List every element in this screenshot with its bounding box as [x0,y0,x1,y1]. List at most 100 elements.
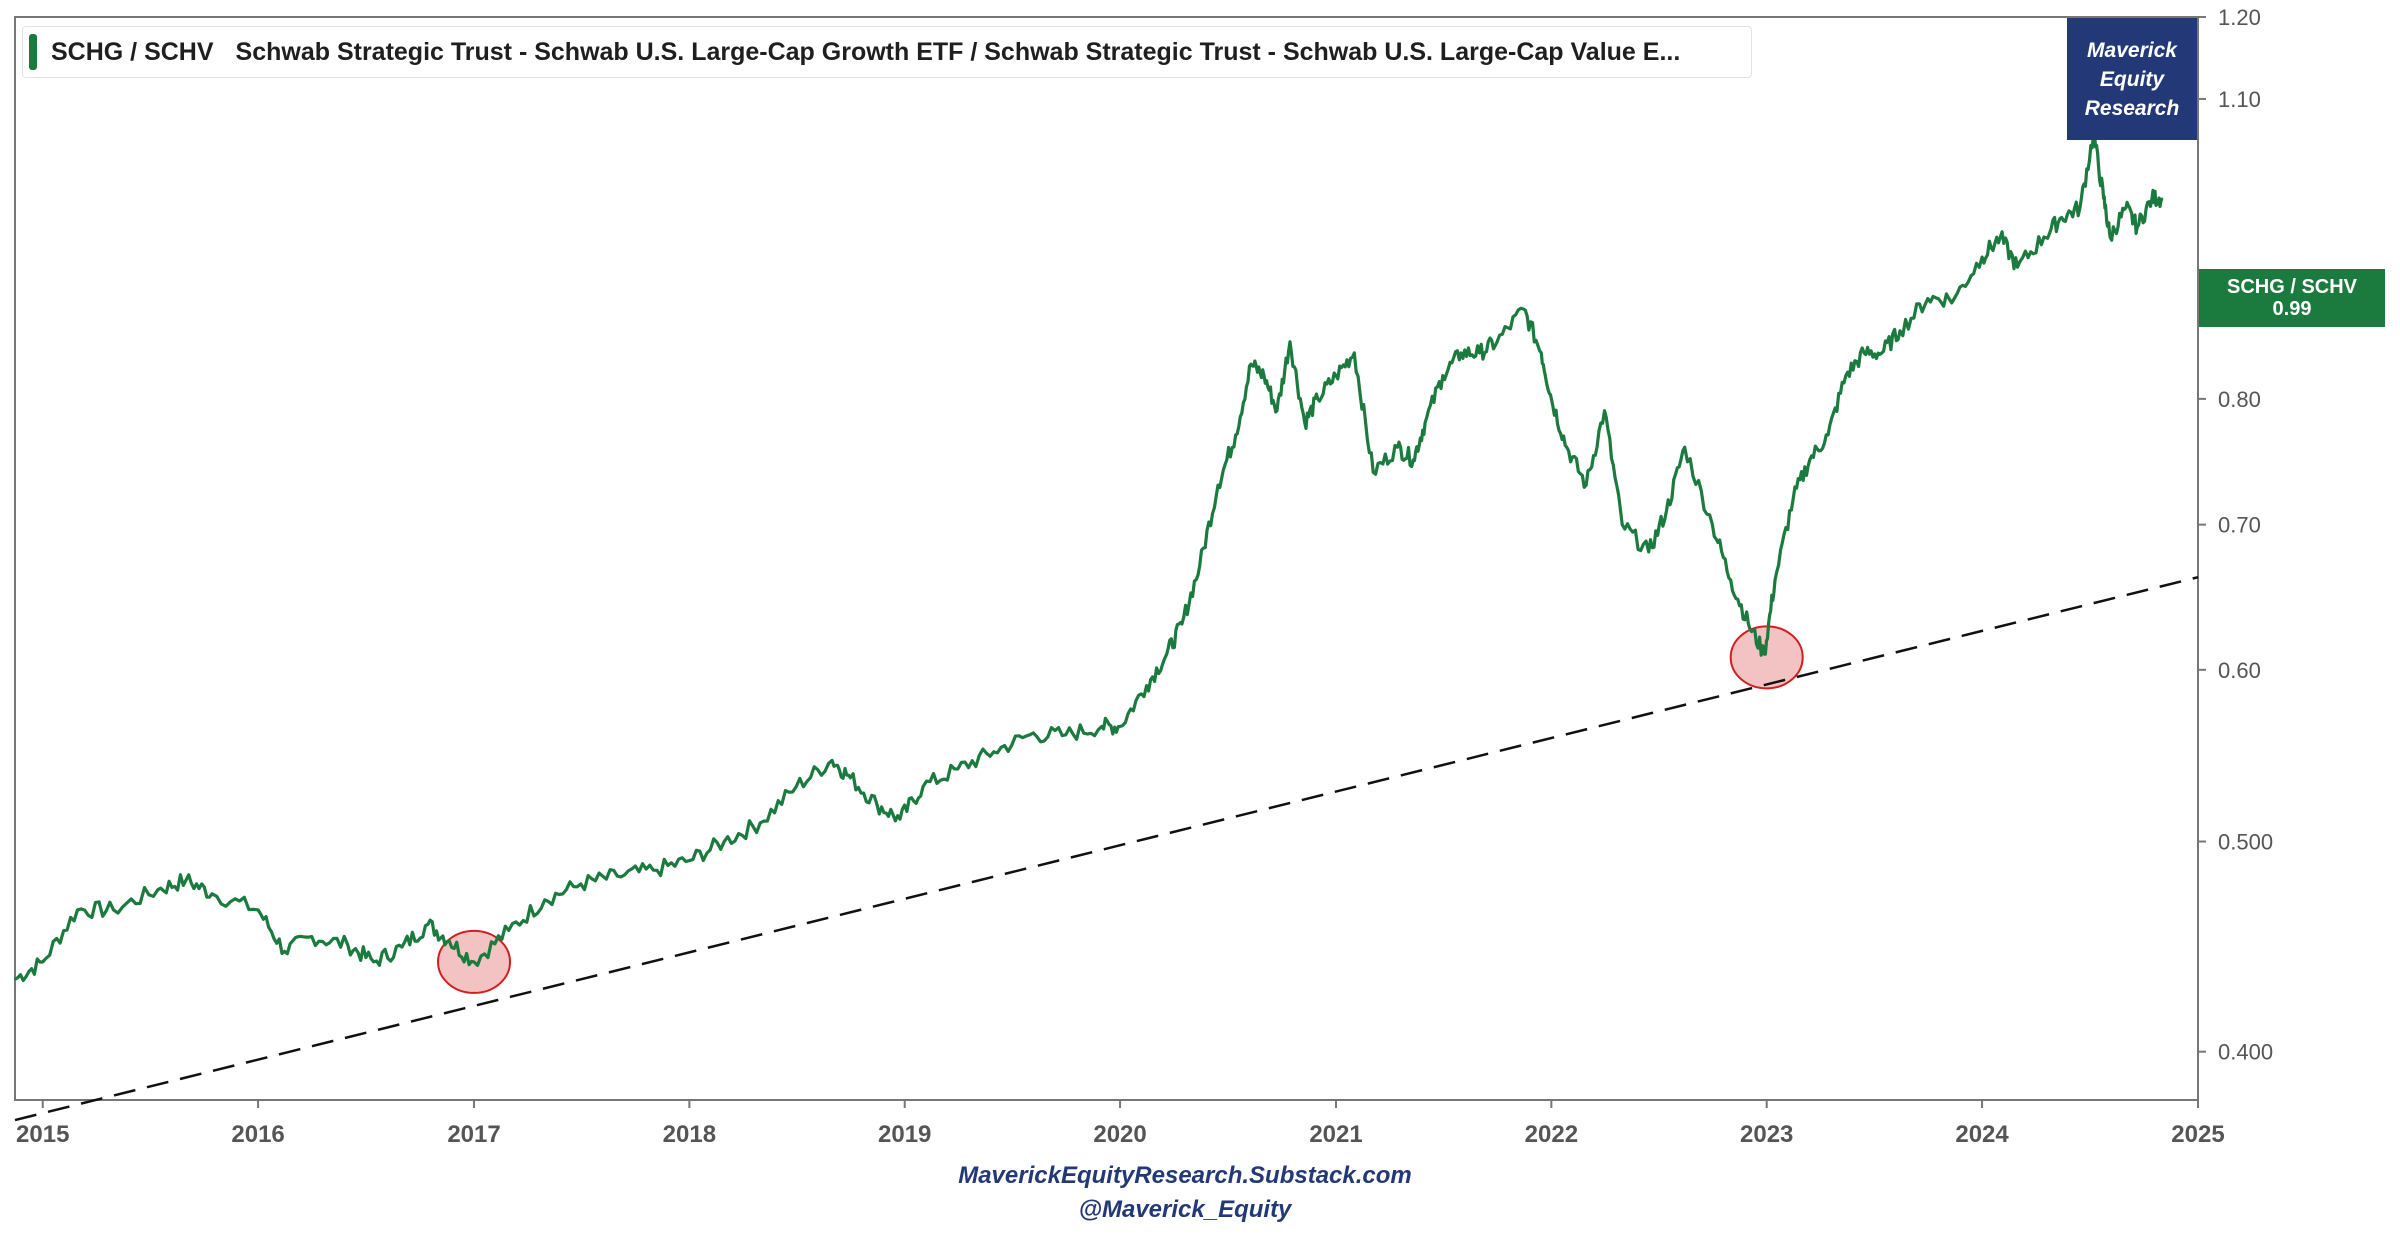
y-tick-label: 1.10 [2218,87,2261,112]
logo-line-2: Equity [2099,67,2165,91]
series-point [2102,197,2105,199]
logo-line-3: Research [2084,96,2180,120]
series-point [2161,197,2163,199]
legend-swatch [29,34,37,70]
series-point [922,785,924,788]
series-point [1064,733,1067,736]
logo-line-1: Maverick [2087,38,2177,62]
y-tick-label: 1.20 [2218,5,2261,30]
series-point [1263,374,1265,377]
series-point [1880,352,1883,354]
series-point [1412,458,1415,461]
series-point [1181,623,1183,625]
series-point [1496,340,1498,343]
series-point [2060,216,2063,219]
series-point [1729,579,1732,581]
series-point [1665,510,1668,513]
series-point [401,946,403,948]
series-point [957,768,959,770]
series-point [1442,374,1444,377]
series-point [185,879,187,881]
series-point [1999,236,2002,238]
y-tick-label: 0.80 [2218,387,2261,412]
series-point [1353,352,1356,354]
series-layer [14,132,2164,983]
x-tick-label: 2018 [663,1121,716,1148]
legend[interactable]: SCHG / SCHV Schwab Strategic Trust - Sch… [22,26,1752,78]
series-point [1396,446,1399,448]
series-point [310,935,313,938]
series-point [1844,374,1847,377]
series-point [1953,297,1956,300]
series-point [2136,226,2139,228]
last-value-number: 0.99 [2272,298,2312,320]
series-point [1303,421,1306,424]
series-point [795,785,797,788]
series-point [2016,266,2019,269]
series-point [1460,352,1462,354]
series-point [1424,421,1426,424]
series-point [688,859,691,862]
series-point [544,899,546,901]
series-point [652,869,655,872]
x-tick-label: 2020 [1093,1121,1146,1148]
series-point [41,961,44,963]
x-tick-label: 2015 [16,1121,69,1148]
series-point [427,923,429,925]
series-point [1763,653,1766,656]
trendline [14,575,2199,1122]
series-point [849,777,852,779]
series-point [1621,523,1623,526]
x-tick-label: 2024 [1955,1121,2009,1148]
series-point [1792,497,1795,499]
series-point [1029,733,1031,736]
x-axis: 2015 2016 2017 2018 2019 2020 2021 2022 2023 2024… [16,1100,2225,1148]
trendline-layer [14,575,2199,1122]
series-point [257,909,259,911]
series-point [1198,565,1201,567]
footer-website[interactable]: MaverickEquityResearch.Substack.com [958,1162,1412,1189]
series-point [1647,551,1650,553]
y-tick-label: 0.400 [2218,1040,2273,1065]
series-point [1165,653,1168,656]
y-tick-label: 0.60 [2218,658,2261,683]
series-point [14,978,16,981]
series-point [1372,471,1374,474]
series-point [2151,197,2153,199]
series-point [1234,434,1237,436]
series-point [759,822,761,824]
plot-frame [14,16,2199,1101]
x-tick-label: 2019 [878,1121,931,1148]
series-point [448,939,451,942]
series-point [156,889,159,891]
series-point [1316,398,1319,400]
series-point [508,929,510,932]
y-tick-label: 0.70 [2218,513,2261,538]
series-point [1774,579,1776,581]
series-point [1711,523,1714,526]
x-tick-label: 2016 [231,1121,284,1148]
last-value-tag: SCHG / SCHV 0.99 [2199,269,2385,327]
series-point [1827,434,1829,436]
series-point [1863,352,1865,354]
x-tick-label: 2017 [447,1121,500,1148]
highlight-circle [1729,625,1804,690]
series-point [993,750,995,753]
series-point [2079,206,2081,209]
series-point [76,909,79,911]
series-point [1565,446,1568,448]
series-point [2109,236,2111,238]
series-point [211,893,213,895]
footer-handle[interactable]: @Maverick_Equity [1078,1196,1292,1223]
series-point [1250,363,1252,366]
series-point [1276,409,1278,412]
series-point [1603,409,1606,412]
x-tick-label: 2025 [2171,1121,2224,1148]
x-tick-label: 2023 [1740,1121,1793,1148]
series-point [876,803,878,806]
series-point [1478,352,1481,354]
series-point [1981,256,1983,258]
series-point [580,883,582,885]
